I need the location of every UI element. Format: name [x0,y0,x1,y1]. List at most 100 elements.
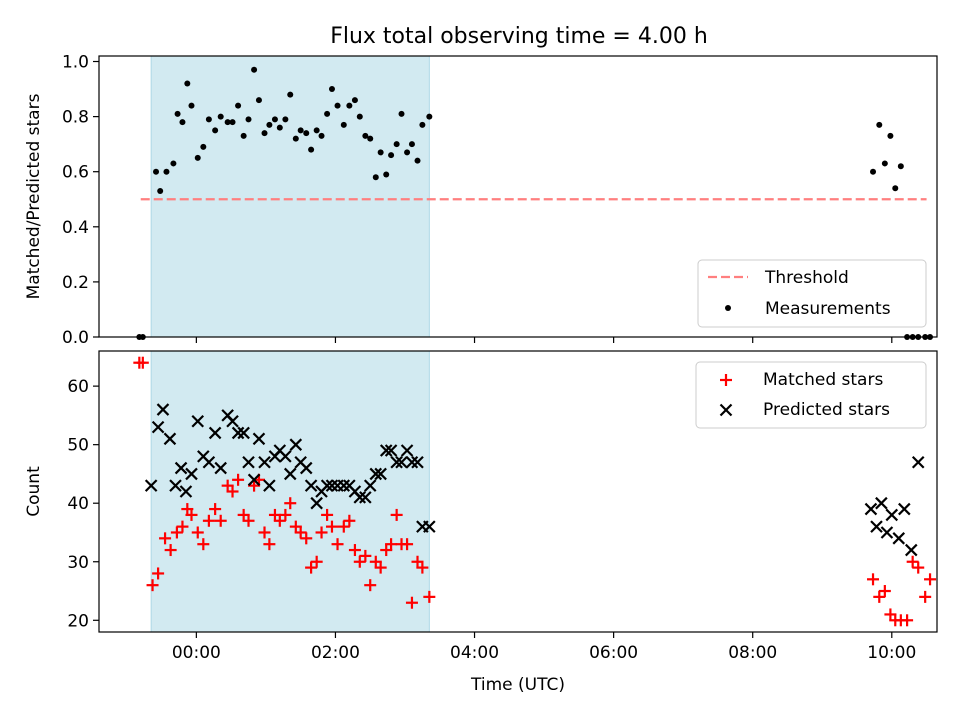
top-ytick-label: 0.8 [62,108,89,128]
bottom-predicted-point [242,455,255,469]
bottom-predicted-point-b [156,403,170,416]
bottom-predicted-point-b [343,479,356,492]
matched-ratio-panel: 0.0 0.2 0.4 0.6 0.8 1.0 Matched/Predicted star… [24,53,938,348]
bottom-matched-point [305,561,318,574]
bottom-predicted-point-b [231,426,245,440]
bottom-predicted-point-b [169,479,182,492]
bottom-matched-point [197,538,210,551]
top-ytick-label: 0.0 [62,328,89,348]
bottom-predicted-point-b [273,444,287,457]
top-measurement-point [334,102,341,109]
bottom-matched-point [321,508,334,521]
bottom-series-plus [133,356,937,627]
top-measurement-point [179,119,186,126]
top-measurement-point [398,110,405,117]
bottom-xtick-label: 04:00 [450,643,499,663]
bottom-predicted-point [864,502,878,516]
bottom-predicted-point-b [197,450,210,463]
top-measurement-point [388,152,395,159]
bottom-predicted-point [395,455,408,469]
bottom-predicted-point [359,491,372,504]
bottom-predicted-point-b [353,491,367,504]
top-measurement-point [266,121,273,128]
top-measurement-point [251,66,258,73]
bottom-predicted-point [202,455,216,469]
legend-threshold-label: Threshold [764,268,849,288]
bottom-predicted-point-b [226,414,239,428]
bottom-predicted-point-b [363,479,377,492]
bottom-predicted-point-b [892,532,906,545]
bottom-predicted-point [156,403,170,416]
bottom-matched-point [416,561,429,574]
bottom-predicted-point [174,461,188,475]
bottom-predicted-point-b [904,543,918,557]
bottom-predicted-point [337,479,351,492]
top-measurement-point [362,132,369,139]
bottom-predicted-point-b [390,455,403,469]
top-measurement-point [377,149,384,156]
bottom-predicted-point [247,473,261,487]
bottom-predicted-point [289,438,303,451]
bottom-predicted-point [379,444,393,457]
top-measurement-point [318,132,325,139]
bottom-predicted-point-b [320,479,334,492]
bottom-ytick-label: 50 [67,436,89,456]
bottom-axes-frame [98,350,938,633]
bottom-legend-box [695,361,927,429]
top-legend: Threshold Measurements [697,259,927,328]
top-ylabel: Matched/Predicted stars [24,93,44,299]
top-measurement-point [876,121,883,128]
top-measurement-point [188,102,195,109]
bottom-predicted-point-b [310,496,323,510]
bottom-predicted-point [283,467,297,481]
bottom-predicted-point [400,444,414,457]
bottom-matched-point [390,508,403,521]
top-measurement-point [217,113,224,120]
top-measurement-point [271,116,278,123]
bottom-predicted-point [214,461,227,475]
top-observing-window [150,55,430,338]
bottom-matched-point [136,356,149,369]
top-axes-frame [98,55,938,338]
bottom-predicted-point-b [379,444,393,457]
top-measurement-point [892,185,899,192]
bottom-predicted-point-b [289,438,303,451]
top-legend-box [697,259,927,328]
top-measurement-point [297,127,304,134]
bottom-matched-point [364,579,377,592]
bottom-matched-point [159,532,172,545]
bottom-predicted-point-b [870,520,883,533]
top-measurement-point [356,113,363,120]
bottom-matched-point [242,514,255,527]
bottom-predicted-point [320,479,334,492]
bottom-matched-point [191,526,204,539]
bottom-series-x [144,403,925,557]
bottom-matched-point [232,473,245,486]
bottom-predicted-point-b [252,432,266,446]
bottom-matched-point [401,538,414,551]
bottom-predicted-point [898,502,911,516]
top-measurement-point [261,130,268,137]
bottom-predicted-point [904,543,918,557]
top-measurement-point [393,141,400,148]
legend-predicted-label: Predicted stars [763,400,890,420]
bottom-predicted-point [279,450,292,463]
bottom-predicted-point [169,479,182,492]
top-measurement-point [414,157,421,164]
bottom-matched-point [176,520,189,533]
top-measurement-point [881,160,888,167]
top-measurement-point [292,135,299,142]
bottom-matched-point [906,555,919,568]
bottom-matched-point [258,526,271,539]
bottom-xtick-label: 10:00 [867,643,916,663]
bottom-matched-point [263,538,276,551]
bottom-predicted-point-b [151,420,165,434]
bottom-matched-point [924,573,937,586]
bottom-matched-point [273,514,286,527]
top-measurement-point [224,119,231,126]
legend-predicted-swatch [719,403,733,417]
top-measurement-point [184,80,191,87]
top-measurement-point [328,86,335,93]
bottom-predicted-point-b [875,496,888,510]
bottom-matched-point [901,614,914,627]
